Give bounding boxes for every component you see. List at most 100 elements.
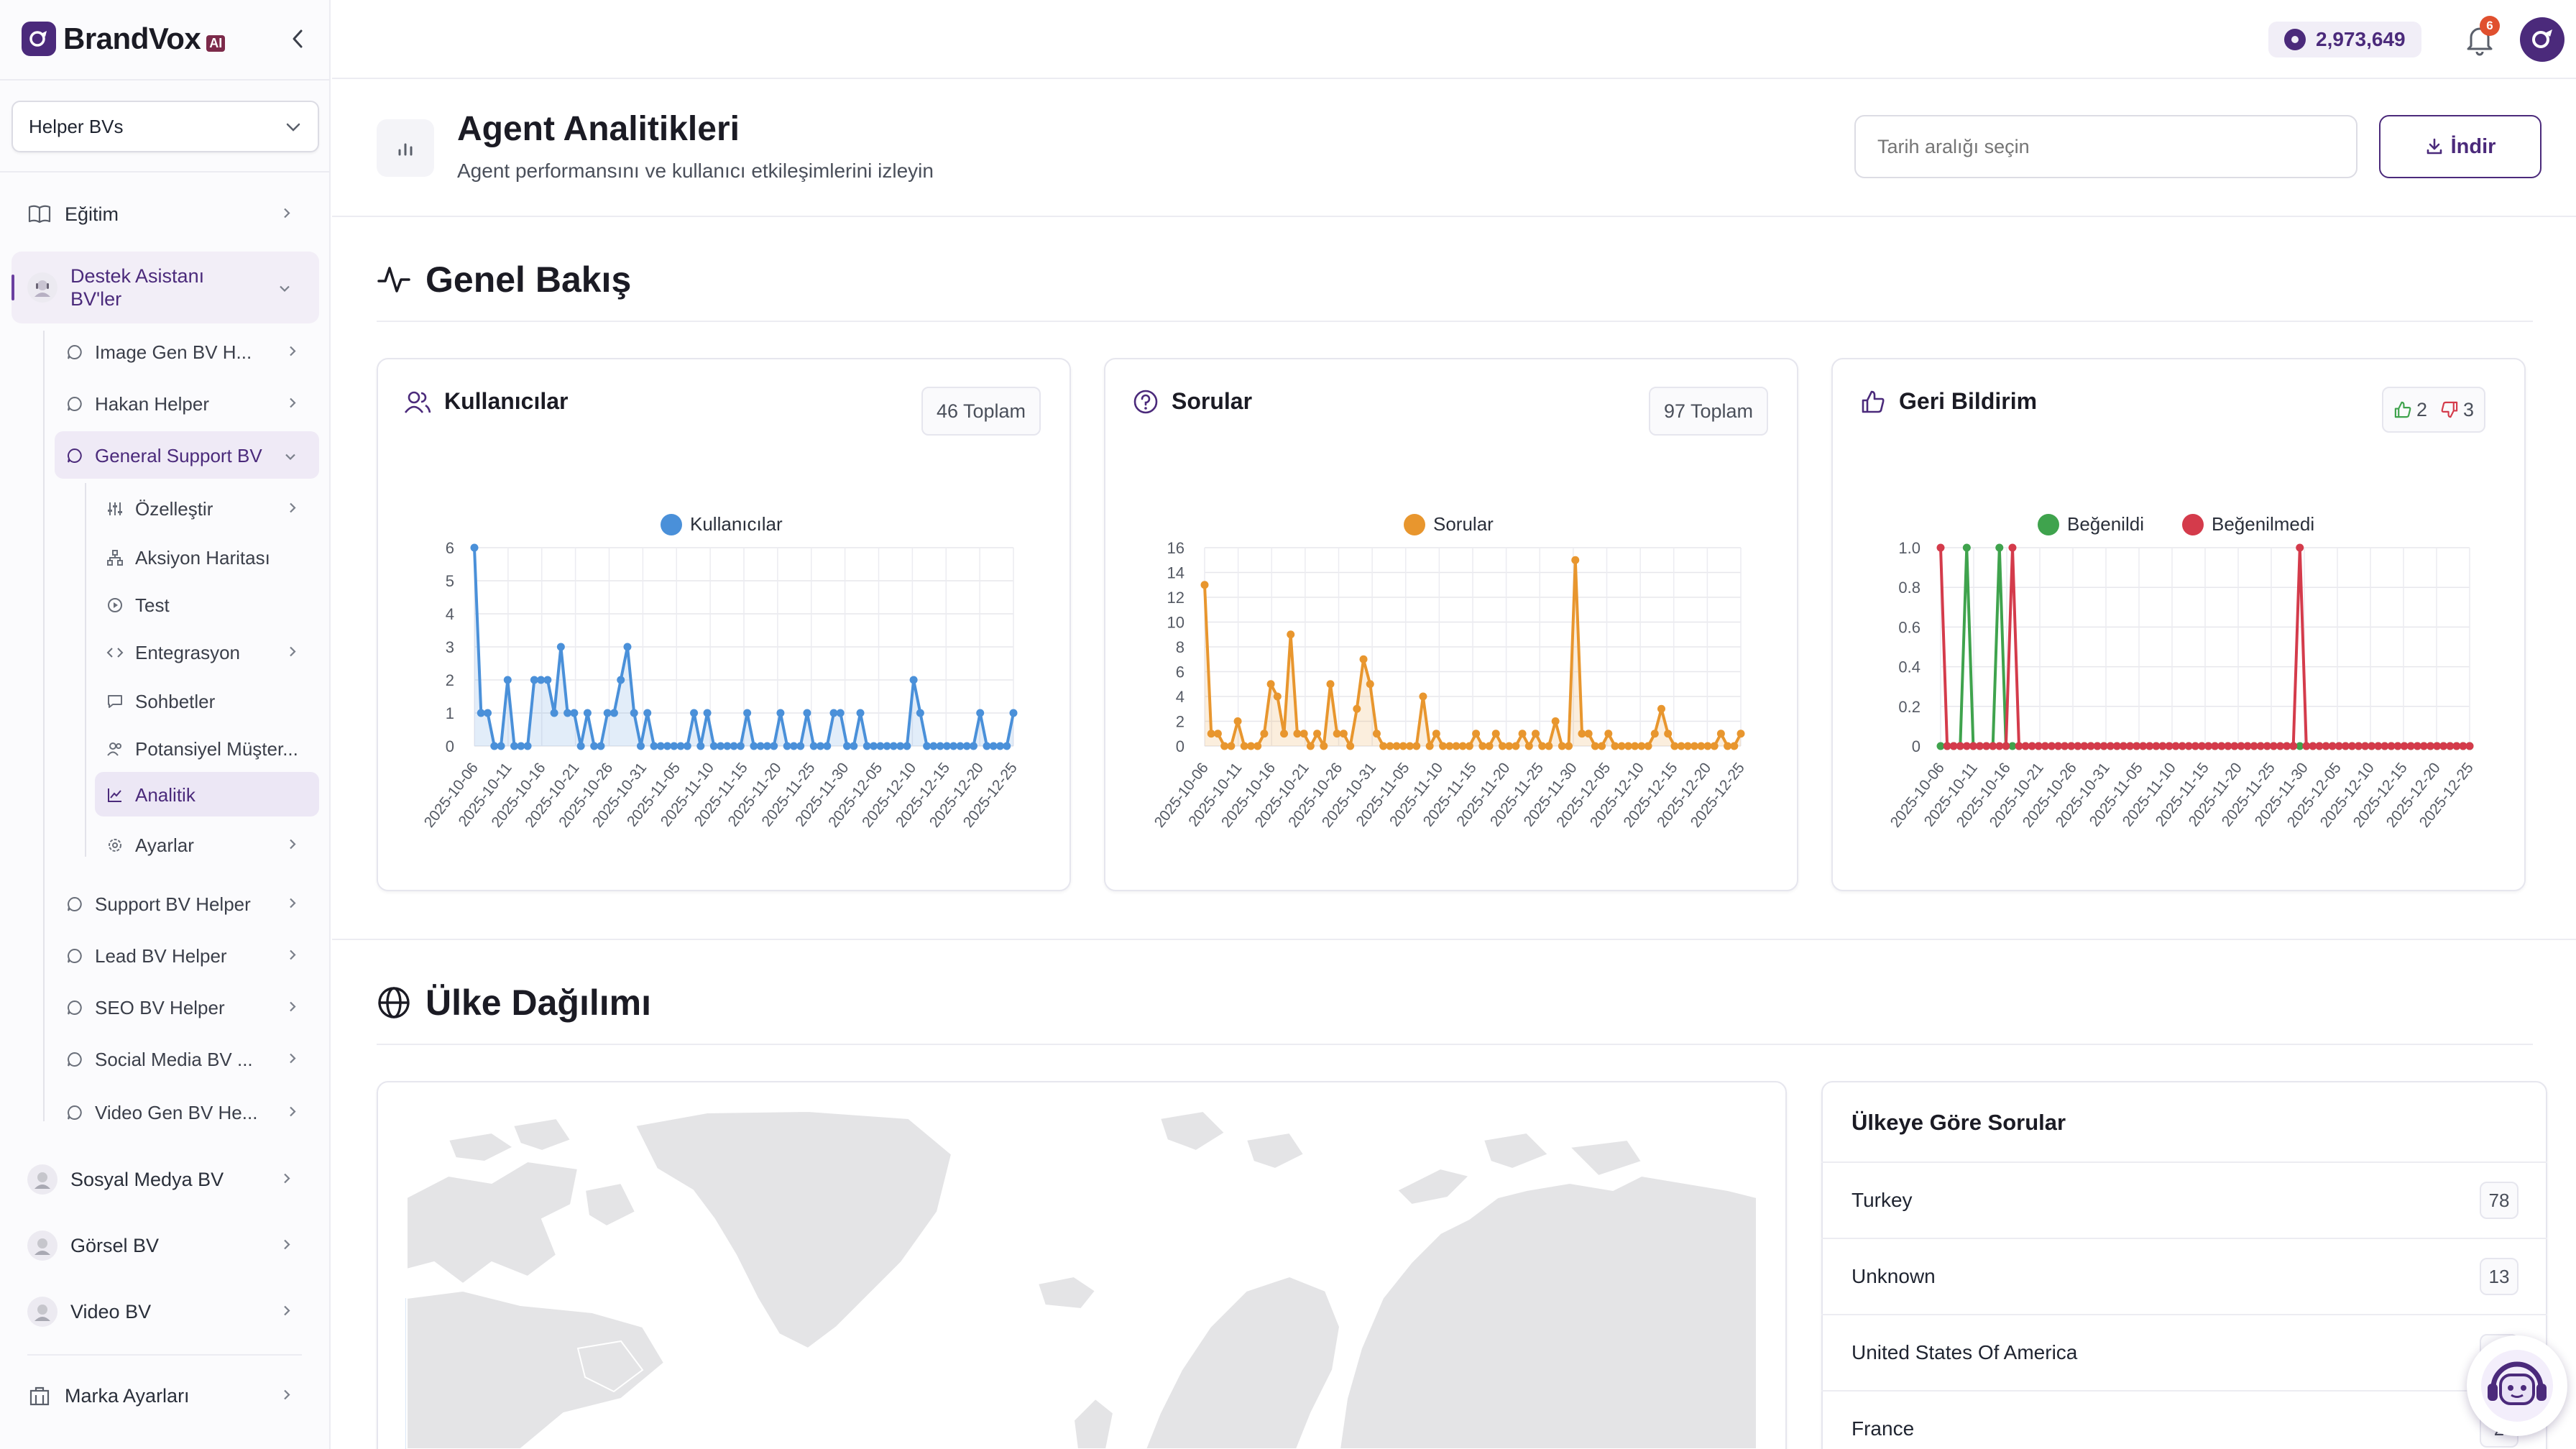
- data-point: [2047, 742, 2056, 750]
- data-point: [2406, 742, 2415, 750]
- data-point: [2119, 742, 2128, 750]
- sidebar-item-sosyal-medya[interactable]: Sosyal Medya BV: [27, 1163, 292, 1196]
- data-point: [2334, 742, 2343, 750]
- subnav-aksiyon-haritasi[interactable]: Aksiyon Haritası: [105, 545, 298, 571]
- data-point: [1936, 543, 1945, 552]
- subnav-potansiyel-musteriler[interactable]: Potansiyel Müşter...: [105, 736, 313, 762]
- chat-bubble-icon: [65, 342, 85, 362]
- data-point: [2452, 742, 2461, 750]
- country-row[interactable]: United States Of America 3: [1821, 1314, 2547, 1390]
- helper-item-general-support[interactable]: General Support BV: [65, 443, 298, 469]
- data-point: [916, 709, 924, 717]
- data-point: [856, 709, 865, 717]
- country-row[interactable]: Turkey 78: [1821, 1162, 2547, 1238]
- helper-active-bg: [55, 431, 319, 479]
- world-map[interactable]: [405, 1111, 1757, 1449]
- data-point: [1300, 730, 1308, 738]
- subnav-sohbetler[interactable]: Sohbetler: [105, 689, 298, 714]
- overview-title: Genel Bakış: [426, 259, 632, 300]
- y-tick-label: 16: [1167, 539, 1184, 557]
- bv-type-select[interactable]: Helper BVs: [12, 101, 319, 152]
- country-row[interactable]: Unknown 13: [1821, 1238, 2547, 1314]
- data-point: [2106, 742, 2115, 750]
- sidebar-item-gorsel[interactable]: Görsel BV: [27, 1229, 292, 1262]
- subnav-ayarlar[interactable]: Ayarlar: [105, 832, 298, 858]
- tree-line: [43, 331, 45, 1121]
- chat-bubble-icon: [65, 1103, 85, 1123]
- gear-icon: [105, 835, 125, 855]
- chevron-down-icon: [285, 116, 302, 138]
- helper-item-label: General Support BV: [95, 444, 262, 466]
- subnav-ozellestir[interactable]: Özelleştir: [105, 496, 298, 522]
- brand[interactable]: BrandVox AI: [22, 20, 226, 58]
- collapse-sidebar-icon[interactable]: [285, 23, 310, 55]
- country-name: United States Of America: [1852, 1341, 2078, 1363]
- helper-item-video-gen-bv[interactable]: Video Gen BV He...: [65, 1100, 298, 1126]
- helper-item-seo-bv[interactable]: SEO BV Helper: [65, 995, 298, 1021]
- user-avatar[interactable]: [2520, 17, 2564, 62]
- data-point: [590, 742, 599, 750]
- data-point: [2211, 742, 2220, 750]
- date-range-input[interactable]: [1854, 115, 2358, 178]
- data-point: [903, 742, 911, 750]
- sidebar-divider: [0, 171, 331, 172]
- data-point: [1657, 704, 1665, 713]
- data-point: [1366, 680, 1374, 689]
- country-row[interactable]: France 2: [1821, 1390, 2547, 1449]
- y-tick-label: 2: [446, 671, 454, 689]
- data-point: [730, 742, 738, 750]
- data-point: [597, 742, 605, 750]
- bar-chart-icon: [377, 119, 434, 177]
- data-point: [2158, 742, 2167, 750]
- data-point: [995, 742, 1004, 750]
- subnav-label: Sohbetler: [135, 690, 216, 712]
- data-point: [1406, 742, 1414, 750]
- y-tick-label: 10: [1167, 614, 1184, 632]
- chat-bubble-icon: [65, 1049, 85, 1070]
- question-circle-icon: [1133, 389, 1159, 415]
- sidebar-item-egitim[interactable]: Eğitim: [27, 200, 292, 229]
- subnav-label: Test: [135, 594, 170, 616]
- download-button[interactable]: İndir: [2379, 115, 2542, 178]
- data-point: [1333, 730, 1341, 738]
- data-point: [1716, 730, 1725, 738]
- data-point: [1320, 742, 1328, 750]
- questions-card-title: Sorular: [1133, 388, 1252, 415]
- data-point: [1736, 730, 1745, 738]
- data-point: [1227, 742, 1236, 750]
- country-name: France: [1852, 1417, 1915, 1440]
- data-point: [709, 742, 718, 750]
- sidebar-item-video[interactable]: Video BV: [27, 1295, 292, 1328]
- chevron-right-icon: [288, 341, 298, 364]
- subnav-analitik[interactable]: Analitik: [105, 782, 298, 808]
- data-point: [497, 742, 505, 750]
- data-point: [1650, 730, 1659, 738]
- data-point: [530, 676, 538, 684]
- data-point: [1339, 730, 1348, 738]
- support-bot-button[interactable]: [2467, 1335, 2567, 1436]
- sidebar-item-destek-asistani[interactable]: Destek Asistanı BV'ler: [27, 262, 292, 313]
- data-point: [1207, 730, 1215, 738]
- data-point: [2015, 742, 2023, 750]
- data-point: [643, 709, 652, 717]
- chevron-right-icon: [282, 1235, 292, 1257]
- subnav-test[interactable]: Test: [105, 592, 298, 618]
- helper-item-lead-bv[interactable]: Lead BV Helper: [65, 943, 298, 969]
- subnav-entegrasyon[interactable]: Entegrasyon: [105, 640, 298, 666]
- data-point: [683, 742, 691, 750]
- book-icon: [27, 202, 52, 226]
- sidebar-item-marka-ayarlari[interactable]: Marka Ayarları: [27, 1381, 292, 1410]
- helper-item-support-bv[interactable]: Support BV Helper: [65, 891, 298, 917]
- data-point: [2034, 742, 2043, 750]
- helper-item-hakan[interactable]: Hakan Helper: [65, 391, 298, 417]
- data-point: [1346, 742, 1355, 750]
- helper-item-social-media-bv[interactable]: Social Media BV ...: [65, 1046, 298, 1072]
- credits-badge[interactable]: 2,973,649: [2268, 22, 2421, 58]
- play-icon: [105, 595, 125, 615]
- data-point: [703, 709, 712, 717]
- helper-item-image-gen[interactable]: Image Gen BV H...: [65, 339, 298, 365]
- data-point: [989, 742, 998, 750]
- data-point: [816, 742, 824, 750]
- page-header: [332, 80, 2576, 217]
- data-point: [1233, 717, 1242, 725]
